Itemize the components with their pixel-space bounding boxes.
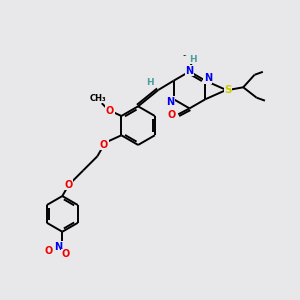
Text: O: O xyxy=(45,246,53,256)
Text: O: O xyxy=(65,180,73,190)
Text: imine: imine xyxy=(183,55,187,56)
Text: H: H xyxy=(189,55,196,64)
Text: N: N xyxy=(166,97,174,106)
Text: O: O xyxy=(168,110,176,120)
Text: O: O xyxy=(106,106,114,116)
Text: N: N xyxy=(54,242,62,252)
Text: H: H xyxy=(146,78,154,87)
Text: O: O xyxy=(62,249,70,259)
Text: N: N xyxy=(185,66,194,76)
Text: CH₃: CH₃ xyxy=(89,94,106,103)
Text: O: O xyxy=(100,140,108,150)
Text: S: S xyxy=(224,85,232,95)
Text: N: N xyxy=(204,74,212,83)
